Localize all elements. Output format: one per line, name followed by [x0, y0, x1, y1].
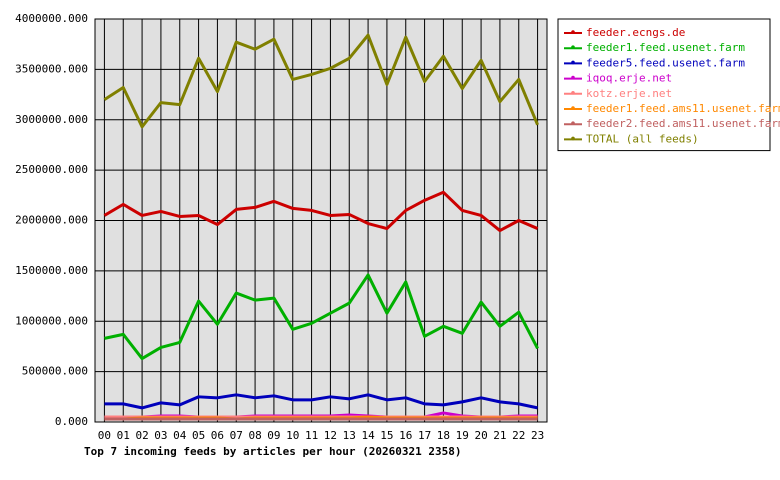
legend-dot [571, 136, 575, 141]
legend-dot [571, 91, 575, 95]
y-tick-label: 0.000 [55, 415, 88, 428]
x-tick-label: 14 [361, 429, 375, 442]
legend-label: feeder2.feed.ams11.usenet.farm [586, 117, 780, 130]
x-tick-label: 00 [98, 429, 111, 442]
x-tick-label: 03 [154, 429, 167, 442]
x-tick-label: 13 [343, 429, 356, 442]
x-tick-label: 10 [286, 429, 299, 442]
series-line [103, 33, 539, 129]
x-tick-label: 22 [512, 429, 525, 442]
y-tick-label: 3500000.000 [15, 62, 88, 75]
series-line [104, 273, 539, 361]
x-tick-label: 21 [493, 429, 506, 442]
x-tick-label: 18 [437, 429, 450, 442]
x-tick-label: 07 [230, 429, 243, 442]
x-tick-label: 19 [456, 429, 469, 442]
x-tick-label: 17 [418, 429, 431, 442]
y-tick-label: 1500000.000 [15, 264, 88, 277]
chart-title: Top 7 incoming feeds by articles per hou… [84, 445, 462, 458]
legend-dot [571, 75, 575, 80]
legend-label: TOTAL (all feeds) [586, 132, 699, 145]
x-tick-label: 02 [135, 429, 148, 442]
x-tick-label: 01 [117, 429, 130, 442]
legend-dot [571, 121, 575, 125]
x-tick-label: 08 [248, 429, 261, 442]
x-tick-label: 05 [192, 429, 205, 442]
y-tick-label: 500000.000 [22, 365, 88, 378]
x-tick-label: 11 [305, 429, 318, 442]
legend-label: feeder1.feed.ams11.usenet.farm [586, 102, 780, 115]
y-tick-label: 2500000.000 [15, 163, 88, 176]
x-tick-label: 23 [531, 429, 544, 442]
legend-box [557, 18, 771, 152]
legend-dot [571, 45, 575, 49]
legend-dot [571, 30, 575, 34]
legend-dot [571, 60, 575, 65]
legend-label: feeder.ecngs.de [586, 26, 685, 39]
x-tick-label: 16 [399, 429, 412, 442]
y-tick-label: 4000000.000 [15, 12, 88, 25]
legend-label: iqoq.erje.net [586, 72, 672, 85]
y-tick-label: 3000000.000 [15, 113, 88, 126]
x-tick-label: 15 [380, 429, 393, 442]
x-tick-label: 09 [267, 429, 280, 442]
x-tick-label: 20 [474, 429, 487, 442]
series-line [104, 393, 538, 410]
legend-dot [571, 106, 575, 110]
x-tick-label: 06 [211, 429, 224, 442]
series-line [103, 190, 539, 233]
x-tick-label: 04 [173, 429, 187, 442]
legend-label: feeder5.feed.usenet.farm [586, 56, 745, 69]
legend-label: feeder1.feed.usenet.farm [586, 41, 745, 54]
legend-label: kotz.erje.net [586, 87, 672, 100]
x-tick-label: 12 [324, 429, 337, 442]
y-tick-label: 2000000.000 [15, 214, 88, 227]
y-tick-label: 1000000.000 [15, 314, 88, 327]
